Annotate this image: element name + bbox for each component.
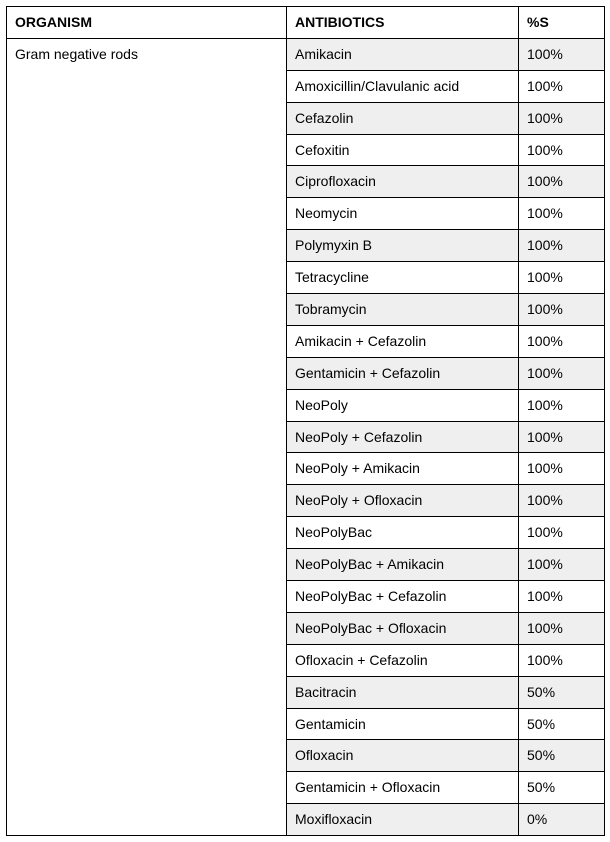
antibiotic-cell: Cefoxitin [287, 134, 519, 166]
pcts-cell: 50% [519, 676, 605, 708]
antibiotic-cell: NeoPoly + Amikacin [287, 453, 519, 485]
antibiotic-cell: NeoPolyBac + Cefazolin [287, 581, 519, 613]
antibiotic-cell: Ofloxacin + Cefazolin [287, 644, 519, 676]
pcts-cell: 100% [519, 389, 605, 421]
pcts-cell: 100% [519, 294, 605, 326]
table-body: Gram negative rodsAmikacin100%Amoxicilli… [7, 38, 605, 835]
pcts-cell: 100% [519, 230, 605, 262]
antibiotic-cell: Gentamicin + Ofloxacin [287, 772, 519, 804]
antibiotic-cell: Amikacin + Cefazolin [287, 325, 519, 357]
pcts-cell: 100% [519, 453, 605, 485]
antibiotic-cell: Gentamicin + Cefazolin [287, 357, 519, 389]
antibiotic-cell: NeoPolyBac + Ofloxacin [287, 612, 519, 644]
antibiotic-cell: Gentamicin [287, 708, 519, 740]
antibiotic-cell: NeoPoly [287, 389, 519, 421]
col-header-pcts: %S [519, 7, 605, 39]
pcts-cell: 50% [519, 772, 605, 804]
antibiotic-cell: Ciprofloxacin [287, 166, 519, 198]
pcts-cell: 100% [519, 102, 605, 134]
pcts-cell: 100% [519, 581, 605, 613]
antibiotic-cell: Neomycin [287, 198, 519, 230]
pcts-cell: 100% [519, 549, 605, 581]
pcts-cell: 100% [519, 70, 605, 102]
antibiotic-cell: Ofloxacin [287, 740, 519, 772]
pcts-cell: 100% [519, 325, 605, 357]
pcts-cell: 100% [519, 166, 605, 198]
antibiotic-cell: Amikacin [287, 38, 519, 70]
pcts-cell: 100% [519, 421, 605, 453]
pcts-cell: 0% [519, 804, 605, 836]
pcts-cell: 50% [519, 708, 605, 740]
pcts-cell: 100% [519, 644, 605, 676]
pcts-cell: 50% [519, 740, 605, 772]
antibiotic-cell: NeoPoly + Ofloxacin [287, 485, 519, 517]
organism-cell: Gram negative rods [7, 38, 287, 835]
pcts-cell: 100% [519, 38, 605, 70]
antibiotic-cell: Polymyxin B [287, 230, 519, 262]
table-header-row: ORGANISM ANTIBIOTICS %S [7, 7, 605, 39]
antibiotic-cell: Bacitracin [287, 676, 519, 708]
susceptibility-table: ORGANISM ANTIBIOTICS %S Gram negative ro… [6, 6, 605, 836]
antibiotic-cell: NeoPolyBac [287, 517, 519, 549]
table-row: Gram negative rodsAmikacin100% [7, 38, 605, 70]
col-header-antibiotics: ANTIBIOTICS [287, 7, 519, 39]
antibiotic-cell: Tetracycline [287, 262, 519, 294]
pcts-cell: 100% [519, 517, 605, 549]
col-header-organism: ORGANISM [7, 7, 287, 39]
antibiotic-cell: NeoPolyBac + Amikacin [287, 549, 519, 581]
antibiotic-cell: Moxifloxacin [287, 804, 519, 836]
antibiotic-cell: Amoxicillin/Clavulanic acid [287, 70, 519, 102]
antibiotic-cell: Tobramycin [287, 294, 519, 326]
pcts-cell: 100% [519, 485, 605, 517]
pcts-cell: 100% [519, 357, 605, 389]
pcts-cell: 100% [519, 134, 605, 166]
pcts-cell: 100% [519, 198, 605, 230]
antibiotic-cell: Cefazolin [287, 102, 519, 134]
antibiotic-cell: NeoPoly + Cefazolin [287, 421, 519, 453]
pcts-cell: 100% [519, 262, 605, 294]
pcts-cell: 100% [519, 612, 605, 644]
